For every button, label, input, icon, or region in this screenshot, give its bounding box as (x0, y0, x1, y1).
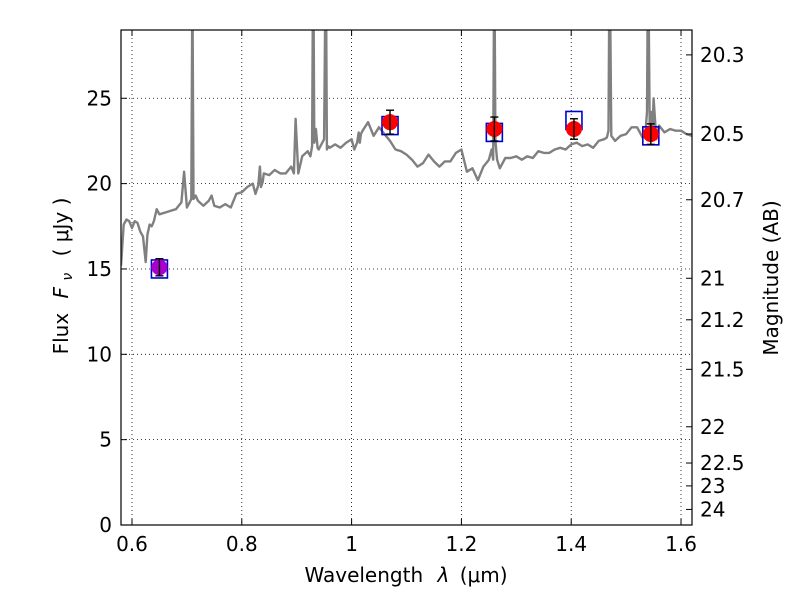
y-axis-label-unit: ( μJy ) (49, 198, 73, 257)
x-tick-label: 1.4 (555, 532, 587, 556)
x-tick-label: 1.6 (665, 532, 697, 556)
x-tick-label: 0.6 (116, 532, 148, 556)
mag-tick-label: 21.5 (700, 357, 745, 381)
y-tick-label: 0 (99, 513, 112, 537)
y-tick-label: 5 (99, 428, 112, 452)
y-axis-label: Flux F ν ( μJy ) (49, 198, 77, 355)
mag-tick-label: 22 (700, 415, 725, 439)
x-axis-label-symbol: λ (437, 563, 450, 587)
x-tick-label: 1.2 (445, 532, 477, 556)
axis-ticks: 0.6 0.8 1 1.2 1.4 1.6 0 5 10 15 20 25 20.3 20.5 20.7 21… (87, 30, 745, 556)
model-spectrum (121, 30, 692, 266)
y-axis-label-subscript: ν (60, 273, 76, 281)
mag-tick-label: 22.5 (700, 451, 745, 475)
y-axis-label-prefix: Flux (49, 313, 73, 355)
x-axis-label-prefix: Wavelength (304, 563, 423, 587)
mag-tick-label: 23 (700, 474, 725, 498)
grid (121, 30, 692, 525)
mag-tick-label: 24 (700, 497, 725, 521)
y-tick-label: 15 (87, 257, 112, 281)
x-tick-label: 1 (345, 532, 358, 556)
mag-tick-label: 20.5 (700, 122, 745, 146)
photometry-points (150, 109, 660, 279)
mag-tick-label: 21.2 (700, 308, 745, 332)
x-axis-label-unit: (μm) (460, 563, 508, 587)
y-axis-label-symbol: F (49, 286, 73, 298)
y-tick-label: 10 (87, 342, 112, 366)
y-tick-label: 25 (87, 86, 112, 110)
magnitude-axis-label: Magnitude (AB) (759, 200, 783, 355)
plot-frame (120, 29, 693, 526)
mag-tick-label: 20.3 (700, 43, 745, 67)
mag-tick-label: 20.7 (700, 188, 745, 212)
model-spectrum-line (121, 30, 692, 266)
mag-tick-label: 21 (700, 266, 725, 290)
x-tick-label: 0.8 (226, 532, 258, 556)
y-tick-label: 20 (87, 172, 112, 196)
x-axis-label: Wavelength λ (μm) (304, 563, 507, 587)
